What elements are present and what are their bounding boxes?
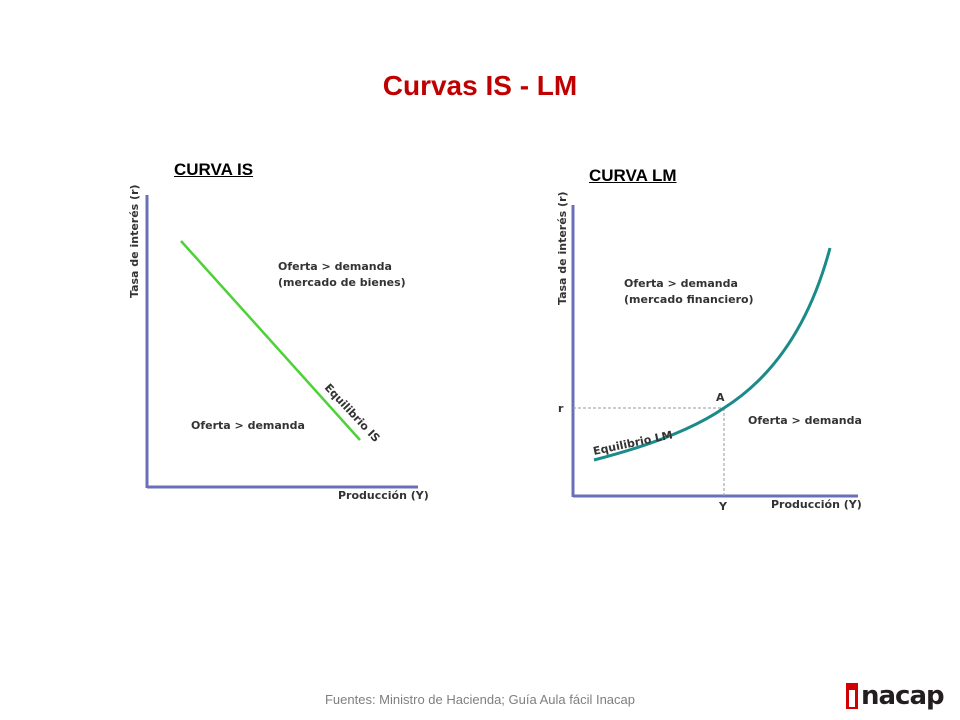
lm-lower-area-label: Oferta > demanda <box>748 414 862 427</box>
sources-footer: Fuentes: Ministro de Hacienda; Guía Aula… <box>324 692 635 707</box>
inacap-logo: nacap <box>846 681 945 711</box>
lm-upper-area-label: Oferta > demanda <box>624 277 738 290</box>
is-diagram: Tasa de interés (r) Producción (Y) Ofert… <box>128 184 429 502</box>
lm-curve <box>593 247 832 462</box>
lm-upper-area-sublabel: (mercado financiero) <box>624 293 754 306</box>
is-upper-area-sublabel: (mercado de bienes) <box>278 276 406 289</box>
slide-title: Curvas IS - LM <box>382 70 578 101</box>
is-curve <box>180 240 361 441</box>
lm-point-a-label: A <box>716 391 725 404</box>
lm-y-axis-label: Tasa de interés (r) <box>556 191 569 305</box>
is-x-axis-label: Producción (Y) <box>338 489 429 502</box>
is-curve-label: Equilibrio IS <box>322 381 383 445</box>
is-lower-area-label: Oferta > demanda <box>191 419 305 432</box>
lm-x-axis-label: Producción (Y) <box>771 498 862 511</box>
lm-y-tick-label: Y <box>718 500 728 513</box>
lm-r-tick-label: r <box>558 402 564 415</box>
lm-curve-label: Equilibrio LM <box>592 428 674 458</box>
logo-text: nacap <box>861 681 945 711</box>
is-y-axis-label: Tasa de interés (r) <box>128 184 141 298</box>
is-upper-area-label: Oferta > demanda <box>278 260 392 273</box>
is-curve-heading: CURVA IS <box>174 160 254 179</box>
lm-diagram: Tasa de interés (r) Producción (Y) Ofert… <box>556 191 862 513</box>
lm-curve-heading: CURVA LM <box>589 166 677 185</box>
logo-mark-icon <box>846 683 858 709</box>
